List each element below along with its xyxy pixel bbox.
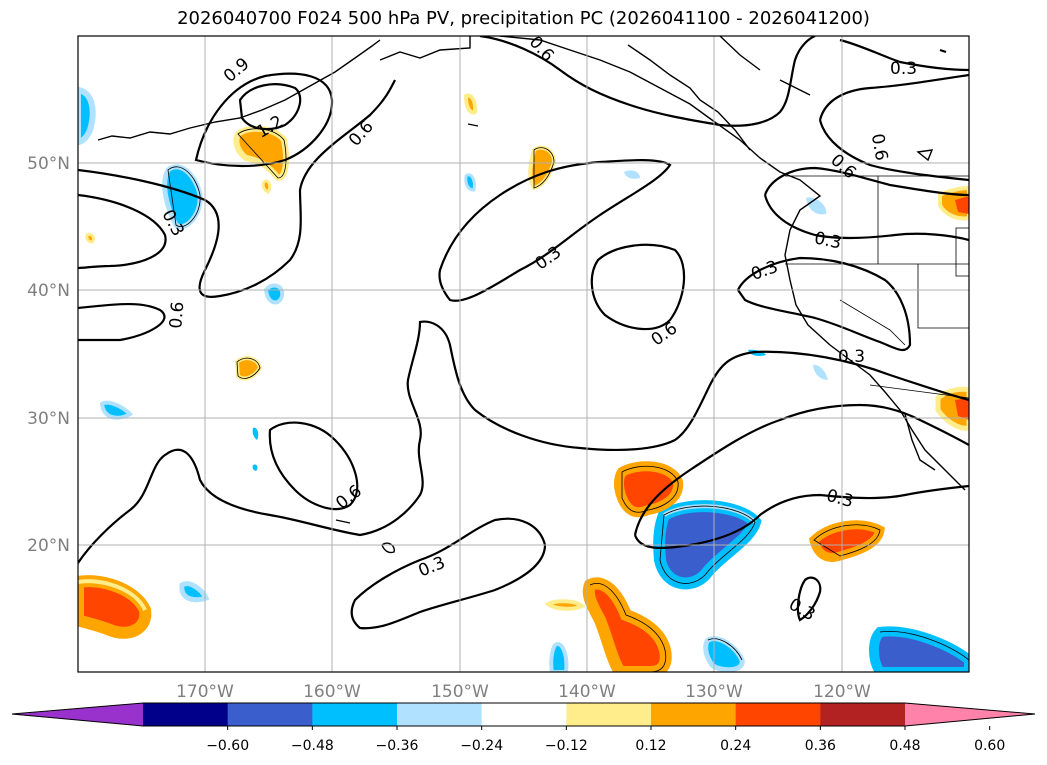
- colorbar-tick-label: −0.36: [376, 738, 419, 754]
- pv-contour: [839, 38, 969, 72]
- pos-blob: [544, 599, 586, 611]
- pos-blob: [955, 398, 969, 420]
- map-plot-area: 0.9 1.2 0.6 0.6 0.3 0.6 0.3 0.3 0.6 0.6 …: [78, 36, 969, 672]
- pv-contour: [438, 159, 672, 302]
- pos-blob: [261, 179, 272, 194]
- pv-contour: [238, 83, 302, 131]
- colorbar-segment: [227, 703, 313, 726]
- colorbar: −0.60 −0.48 −0.36 −0.24 −0.12 0.12 0.24 0.36 0.4…: [11, 702, 1036, 754]
- lat-label: 30°N: [27, 409, 70, 429]
- longitude-labels: 170°W 160°W 150°W 140°W 130°W 120°W: [176, 682, 871, 702]
- lon-label: 170°W: [176, 682, 234, 702]
- neg-blob: [179, 581, 210, 603]
- pv-contour: [350, 517, 547, 630]
- lon-label: 130°W: [685, 682, 743, 702]
- colorbar-tick-label: 0.60: [974, 738, 1005, 754]
- neg-blob: [252, 464, 258, 471]
- neg-blob: [263, 283, 285, 305]
- colorbar-outline: [11, 702, 1036, 727]
- lon-label: 150°W: [431, 682, 489, 702]
- colorbar-segment: [651, 703, 737, 726]
- lon-label: 120°W: [813, 682, 871, 702]
- lon-label: 140°W: [558, 682, 616, 702]
- neg-blob: [813, 364, 828, 380]
- pv-contour: [633, 484, 969, 550]
- neg-blob: [78, 86, 96, 146]
- colorbar-tick-label: −0.12: [545, 738, 588, 754]
- colorbar-segment: [312, 703, 398, 726]
- pv-contours: [78, 36, 969, 630]
- pv-contour: [763, 194, 969, 242]
- coastlines: [97, 36, 966, 554]
- pos-blob: [955, 196, 969, 214]
- pv-contour: [268, 421, 359, 510]
- contour-label: 0.3: [890, 59, 917, 79]
- colorbar-ticks: −0.60 −0.48 −0.36 −0.24 −0.12 0.12 0.24 0.36 0.4…: [206, 726, 1005, 754]
- neg-blob: [624, 170, 640, 179]
- colorbar-tick-label: −0.48: [291, 738, 334, 754]
- pv-contour: [633, 403, 969, 536]
- lon-label: 160°W: [303, 682, 361, 702]
- lat-label: 20°N: [27, 536, 70, 556]
- colorbar-extend-min: [12, 703, 143, 726]
- pv-contour: [796, 576, 822, 622]
- pv-contour: [939, 48, 947, 54]
- contour-label: 0.3: [838, 347, 865, 367]
- colorbar-segment: [143, 703, 229, 726]
- lat-label: 50°N: [27, 154, 70, 174]
- colorbar-tick-label: −0.24: [460, 738, 503, 754]
- lat-label: 40°N: [27, 281, 70, 301]
- map-title: 2026040700 F024 500 hPa PV, precipitatio…: [177, 8, 870, 29]
- colorbar-segment: [820, 703, 906, 726]
- pv-contour: [78, 193, 167, 270]
- pv-contour: [763, 166, 969, 197]
- pv-contour: [590, 243, 686, 331]
- pos-blob: [85, 233, 96, 244]
- pv-contour: [78, 303, 166, 342]
- pos-blob: [463, 93, 478, 115]
- neg-blob: [99, 400, 134, 420]
- pv-contour: [818, 73, 969, 121]
- colorbar-segments: [12, 703, 1035, 726]
- colorbar-segment: [397, 703, 483, 726]
- pv-contour: [78, 320, 969, 564]
- map-frame: [77, 35, 970, 673]
- contour-label: 0.6: [166, 301, 188, 330]
- neg-blob: [252, 427, 259, 440]
- colorbar-tick-label: 0.12: [635, 738, 666, 754]
- pv-contour: [736, 256, 912, 352]
- neg-blob: [464, 173, 476, 192]
- contour-label: 0.6: [867, 132, 891, 162]
- colorbar-segment: [735, 703, 821, 726]
- neg-blob: [549, 642, 569, 672]
- pos-blob: [78, 579, 147, 611]
- pv-contour: [479, 36, 816, 127]
- colorbar-tick-label: −0.60: [206, 738, 249, 754]
- colorbar-extend-max: [905, 703, 1035, 726]
- colorbar-segment: [566, 703, 652, 726]
- precip-contour-outlines: [167, 128, 969, 672]
- latitude-labels: 50°N 40°N 30°N 20°N: [27, 154, 70, 556]
- colorbar-tick-label: 0.24: [720, 738, 751, 754]
- pv-contour: [818, 119, 969, 182]
- colorbar-tick-label: 0.48: [889, 738, 920, 754]
- colorbar-segment: [481, 703, 567, 726]
- colorbar-tick-label: 0.36: [805, 738, 836, 754]
- gridlines: [78, 36, 969, 672]
